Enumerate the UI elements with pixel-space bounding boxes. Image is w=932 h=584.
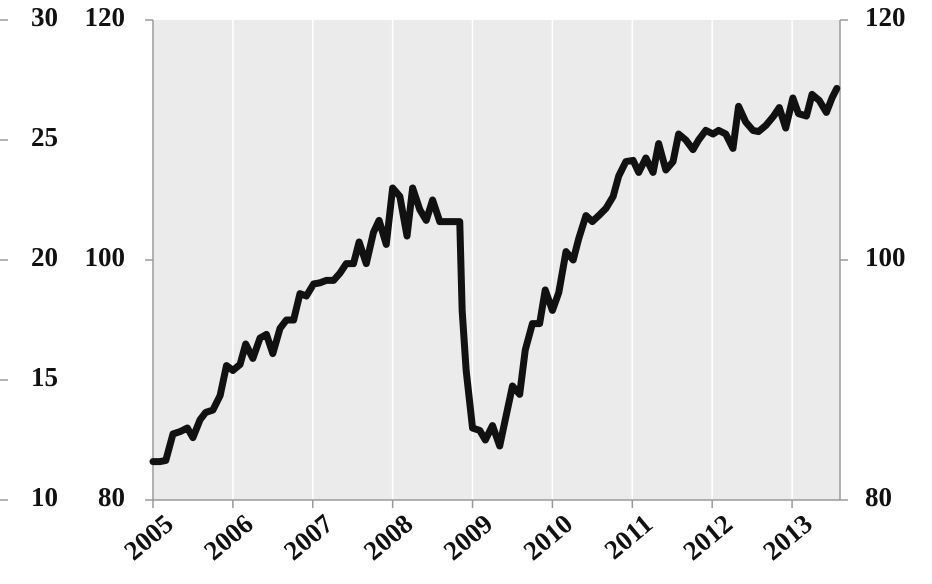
y3-tick-label: 30: [31, 2, 58, 32]
x-tick-label: 2006: [198, 508, 259, 566]
y2-tick-label: 80: [865, 482, 892, 512]
x-tick-label: 2012: [677, 508, 738, 566]
y3-tick-label: 15: [31, 362, 58, 392]
x-tick-label: 2005: [118, 508, 179, 566]
x-tick-label: 2011: [599, 508, 659, 565]
y3-tick-label: 25: [31, 122, 58, 152]
line-series: [149, 84, 841, 466]
x-tick-label: 2007: [278, 508, 339, 566]
y-tick-label: 100: [85, 242, 126, 272]
plot-area: [153, 20, 840, 500]
y3-tick-label: 10: [31, 482, 58, 512]
x-tick-label: 2009: [438, 508, 499, 566]
y-tick-label: 80: [98, 482, 125, 512]
y2-tick-label: 120: [865, 2, 906, 32]
y3-tick-label: 20: [31, 242, 58, 272]
x-tick-label: 2013: [757, 508, 818, 566]
x-tick-label: 2010: [518, 508, 579, 566]
y-tick-label: 120: [85, 2, 126, 32]
x-tick-label: 2008: [358, 508, 419, 566]
y2-tick-label: 100: [865, 242, 906, 272]
